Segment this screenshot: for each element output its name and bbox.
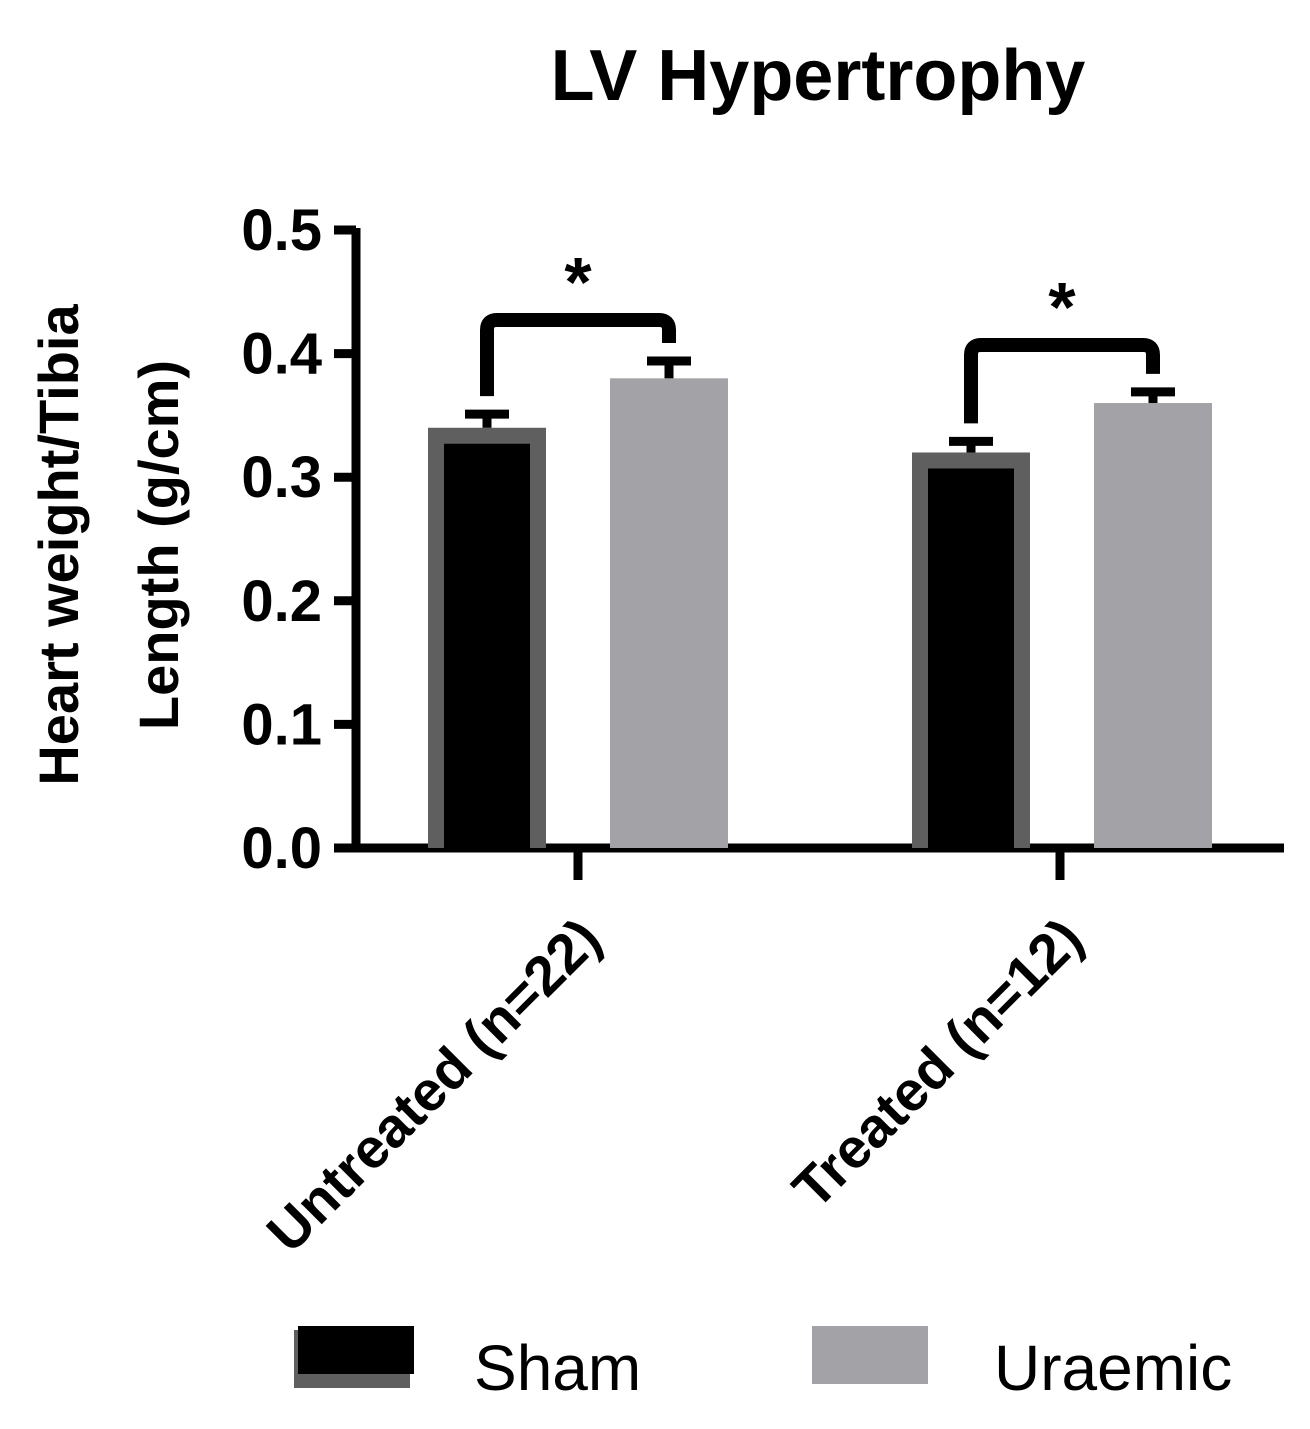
legend-label-uraemic: Uraemic <box>994 1332 1232 1404</box>
significance-annotations: * * <box>480 243 1160 424</box>
y-tick-label: 0.1 <box>241 692 322 757</box>
legend-swatch-uraemic <box>812 1326 928 1384</box>
y-tick-label: 0.0 <box>241 816 322 881</box>
y-tick-label: 0.2 <box>241 569 322 634</box>
legend-label-sham: Sham <box>474 1332 641 1404</box>
bar-sham <box>444 443 530 848</box>
significance-bracket <box>480 313 676 397</box>
significance-star: * <box>1048 268 1076 346</box>
bar-uraemic <box>610 378 728 848</box>
significance-bracket <box>964 338 1160 424</box>
y-axis-label: Heart weight/Tibia Length (g/cm) <box>27 304 190 786</box>
y-tick-label: 0.3 <box>241 445 322 510</box>
x-tick-label: Treated (n=12) <box>780 906 1094 1220</box>
axes: 0.0 0.1 0.2 0.3 0.4 0.5 <box>241 198 1284 881</box>
x-tick-labels: Untreated (n=22) Treated (n=12) <box>254 906 1094 1264</box>
bar-sham <box>928 468 1014 848</box>
bars <box>428 356 1212 848</box>
y-tick-label: 0.4 <box>241 322 322 387</box>
significance-star: * <box>564 243 592 321</box>
y-tick-label: 0.5 <box>241 198 322 263</box>
legend: Sham Uraemic <box>294 1326 1232 1404</box>
chart-title: LV Hypertrophy <box>551 36 1086 116</box>
legend-swatch-sham <box>298 1326 414 1374</box>
y-axis-label-line-1: Heart weight/Tibia <box>27 304 90 786</box>
bar-uraemic <box>1094 403 1212 848</box>
x-tick-label: Untreated (n=22) <box>254 906 612 1264</box>
y-axis-label-line-2: Length (g/cm) <box>127 360 190 730</box>
